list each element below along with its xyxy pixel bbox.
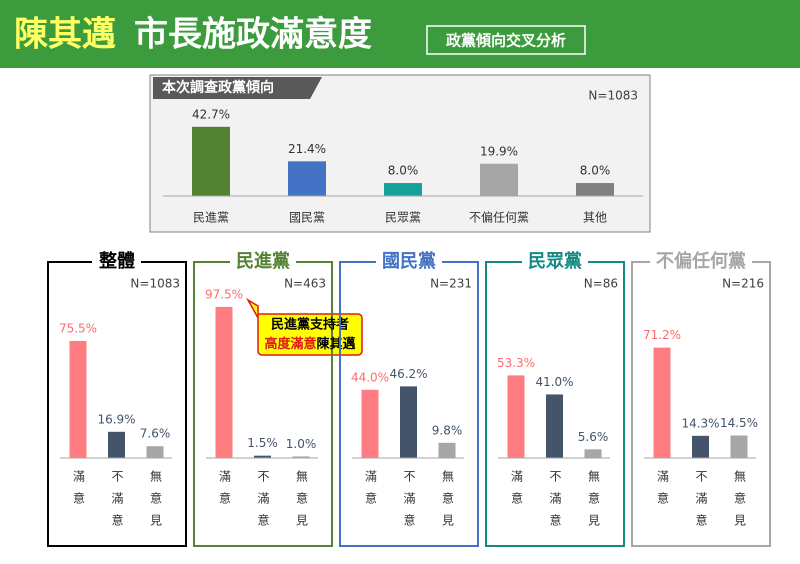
value-label: 53.3%: [497, 356, 535, 370]
callout-name: 陳其邁: [317, 336, 356, 352]
bar: [192, 126, 230, 196]
category-label: 無意見: [587, 469, 601, 536]
value-label: 19.9%: [480, 144, 518, 158]
panel-title: 不偏任何黨: [656, 250, 746, 272]
value-label: 75.5%: [59, 321, 97, 335]
bar: [438, 442, 456, 458]
sample-size: N=231: [430, 277, 472, 291]
bar: [507, 375, 525, 458]
panel-title-bg: [92, 250, 141, 272]
tag-box: [426, 25, 586, 55]
callout-line: 民進黨支持者: [271, 317, 349, 333]
bar: [254, 455, 271, 458]
category-label: 不滿意: [256, 470, 270, 536]
category-label: 不滿意: [548, 470, 562, 536]
bar: [584, 449, 602, 458]
tag: 政黨傾向交叉分析: [446, 32, 566, 50]
category-label: 不滿意: [110, 470, 124, 536]
category-label: 滿意: [656, 470, 670, 514]
bar: [692, 435, 709, 458]
value-label: 14.3%: [681, 416, 719, 430]
category-label: 滿意: [364, 470, 378, 514]
panel-title: 國民黨: [382, 250, 436, 272]
title-rest: 市長施政滿意度: [134, 15, 372, 55]
value-label: 8.0%: [388, 164, 419, 178]
category-label: 不滿意: [402, 470, 416, 536]
category-label: 民進黨: [193, 211, 229, 225]
category-label: 滿意: [218, 470, 232, 514]
value-label: 1.0%: [286, 437, 317, 451]
value-label: 14.5%: [720, 416, 758, 430]
category-label: 無意見: [733, 469, 747, 536]
panel-title: 民眾黨: [528, 250, 582, 272]
category-label: 無意見: [295, 469, 309, 536]
category-label: 國民黨: [289, 211, 325, 225]
category-label: 滿意: [510, 470, 524, 514]
value-label: 5.6%: [578, 430, 609, 444]
bar: [108, 431, 125, 458]
bar: [146, 446, 164, 458]
bar: [480, 163, 518, 196]
bar: [653, 347, 671, 458]
value-label: 9.8%: [432, 423, 463, 437]
category-label: 無意見: [441, 469, 455, 536]
value-label: 8.0%: [580, 164, 611, 178]
value-label: 16.9%: [97, 412, 135, 426]
category-label: 民眾黨: [385, 211, 421, 225]
sample-size: N=1083: [130, 277, 180, 291]
sample-size: N=86: [584, 277, 618, 291]
sample-size: N=216: [722, 277, 764, 291]
value-label: 41.0%: [535, 375, 573, 389]
bar: [361, 389, 379, 458]
callout-emphasis: 高度滿意: [264, 336, 316, 352]
category-label: 其他: [583, 211, 607, 225]
value-label: 46.2%: [389, 367, 427, 381]
top-panel: [149, 74, 651, 233]
sample-size: N=1083: [588, 89, 638, 103]
bar: [400, 386, 417, 458]
value-label: 71.2%: [643, 328, 681, 342]
category-label: 不滿意: [694, 470, 708, 536]
bar: [292, 456, 310, 458]
panel-title-bg: [650, 250, 752, 272]
value-label: 97.5%: [205, 287, 243, 301]
bar: [215, 306, 233, 458]
bar: [288, 161, 326, 196]
bar: [384, 183, 422, 196]
value-label: 44.0%: [351, 370, 389, 384]
value-label: 21.4%: [288, 142, 326, 156]
bar: [546, 394, 563, 458]
callout-box: [245, 297, 363, 356]
bar: [730, 435, 748, 458]
panel-title-bg: [230, 250, 296, 272]
category-label: 無意見: [149, 469, 163, 536]
category-label: 滿意: [72, 470, 86, 514]
title-name: 陳其邁: [14, 15, 116, 55]
sample-size: N=463: [284, 277, 326, 291]
panel-title-bg: [376, 250, 442, 272]
panel-title: 民進黨: [236, 250, 290, 272]
panel-title: 整體: [98, 250, 135, 272]
category-label: 不偏任何黨: [469, 210, 529, 225]
top-tab: [153, 77, 322, 99]
value-label: 7.6%: [140, 427, 171, 441]
header-band: [0, 0, 800, 68]
value-label: 1.5%: [247, 436, 278, 450]
bar: [69, 340, 87, 458]
panel-title-bg: [522, 250, 588, 272]
value-label: 42.7%: [192, 107, 230, 121]
callout-highlight: 高度滿意陳其邁: [264, 336, 355, 352]
chart-title: 本次調查政黨傾向: [162, 79, 274, 96]
bar: [576, 183, 614, 196]
